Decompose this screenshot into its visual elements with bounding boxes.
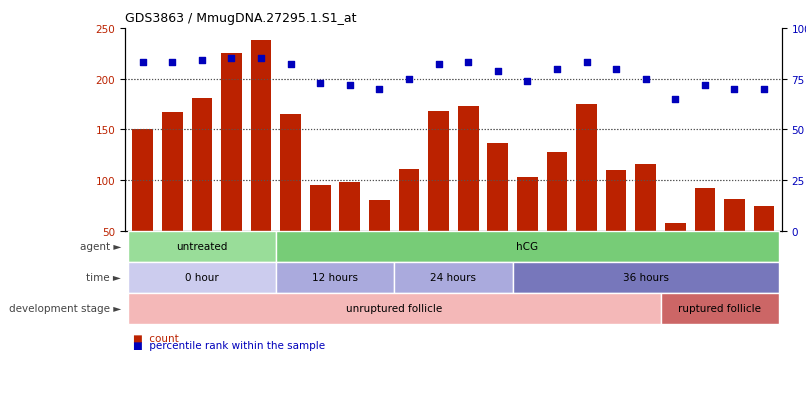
Bar	[428, 112, 449, 231]
Bar	[310, 186, 330, 231]
Point	[402, 76, 415, 83]
Point	[343, 82, 356, 89]
Point	[225, 56, 238, 63]
Point	[699, 82, 712, 89]
Bar	[369, 201, 390, 231]
Point	[373, 86, 386, 93]
Point	[521, 78, 534, 85]
Bar	[162, 113, 183, 231]
Text: 0 hour: 0 hour	[185, 273, 218, 283]
Bar	[251, 41, 272, 231]
Point	[285, 62, 297, 69]
Point	[166, 60, 179, 66]
Bar	[695, 189, 715, 231]
Text: 24 hours: 24 hours	[430, 273, 476, 283]
Point	[728, 86, 741, 93]
Bar	[635, 164, 656, 231]
Bar	[488, 143, 508, 231]
Text: 12 hours: 12 hours	[312, 273, 358, 283]
Text: GDS3863 / MmugDNA.27295.1.S1_at: GDS3863 / MmugDNA.27295.1.S1_at	[125, 12, 356, 25]
Bar	[132, 130, 153, 231]
Bar	[546, 152, 567, 231]
Text: 36 hours: 36 hours	[623, 273, 669, 283]
Point	[669, 97, 682, 103]
Text: ■  count: ■ count	[133, 334, 179, 344]
Bar	[665, 223, 686, 231]
Bar	[339, 183, 360, 231]
Bar	[399, 170, 419, 231]
Point	[136, 60, 149, 66]
Text: development stage ►: development stage ►	[9, 304, 121, 314]
Text: hCG: hCG	[517, 242, 538, 252]
Point	[432, 62, 445, 69]
Point	[462, 60, 475, 66]
Bar	[576, 105, 597, 231]
Bar	[517, 178, 538, 231]
Text: untreated: untreated	[177, 242, 227, 252]
Bar	[724, 200, 745, 231]
Point	[580, 60, 593, 66]
Text: unruptured follicle: unruptured follicle	[346, 304, 442, 314]
Point	[639, 76, 652, 83]
Point	[758, 86, 771, 93]
Point	[550, 66, 563, 73]
Text: ■  percentile rank within the sample: ■ percentile rank within the sample	[133, 340, 325, 350]
Text: time ►: time ►	[86, 273, 121, 283]
Point	[255, 56, 268, 63]
Point	[609, 66, 622, 73]
Bar	[754, 207, 775, 231]
Point	[195, 58, 208, 64]
Text: agent ►: agent ►	[80, 242, 121, 252]
Bar	[606, 171, 626, 231]
Bar	[221, 54, 242, 231]
Point	[492, 68, 505, 75]
Bar	[280, 115, 301, 231]
Bar	[458, 107, 479, 231]
Bar	[192, 99, 212, 231]
Text: ruptured follicle: ruptured follicle	[678, 304, 761, 314]
Point	[314, 80, 326, 87]
